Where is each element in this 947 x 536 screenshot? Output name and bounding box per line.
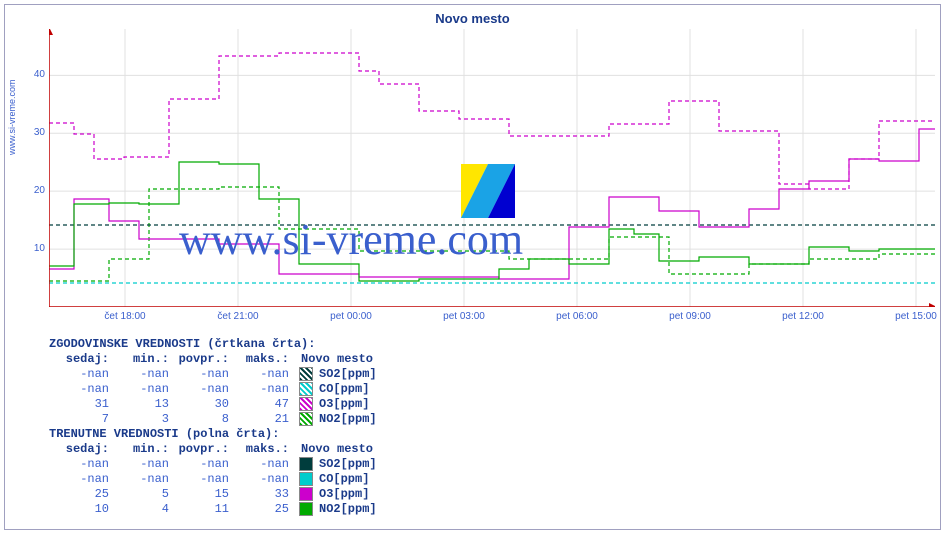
table-col-header: min.:: [109, 442, 169, 457]
table-row: 2551533 O3[ppm]: [49, 487, 377, 502]
y-tick: 10: [23, 243, 45, 254]
legend-swatch: [299, 397, 313, 411]
table-cell: -nan: [109, 472, 169, 487]
historic-header: ZGODOVINSKE VREDNOSTI (črtkana črta):: [49, 337, 377, 352]
table-cell: -nan: [229, 367, 289, 382]
x-tick: pet 15:00: [886, 311, 946, 322]
table-cell: 31: [49, 397, 109, 412]
station-name: Novo mesto: [301, 442, 373, 457]
x-tick: pet 12:00: [773, 311, 833, 322]
y-tick: 40: [23, 69, 45, 80]
table-cell: -nan: [229, 472, 289, 487]
site-label-vertical: www.si-vreme.com: [7, 79, 17, 155]
x-tick: pet 09:00: [660, 311, 720, 322]
table-cell: -nan: [109, 457, 169, 472]
table-row: 1041125 NO2[ppm]: [49, 502, 377, 517]
legend-swatch: [299, 472, 313, 486]
watermark-text: www.si-vreme.com: [179, 214, 523, 265]
statistics-tables: ZGODOVINSKE VREDNOSTI (črtkana črta): se…: [49, 337, 377, 517]
table-col-header: maks.:: [229, 442, 289, 457]
x-tick: pet 06:00: [547, 311, 607, 322]
table-cell: 8: [169, 412, 229, 427]
chart-frame: www.si-vreme.com Novo mesto www.si-vreme…: [4, 4, 941, 530]
table-col-header: min.:: [109, 352, 169, 367]
legend-swatch: [299, 457, 313, 471]
table-cell: -nan: [49, 472, 109, 487]
legend-label: SO2[ppm]: [319, 367, 377, 382]
table-row: -nan-nan-nan-nanCO[ppm]: [49, 472, 377, 487]
table-cell: 11: [169, 502, 229, 517]
legend-swatch: [299, 487, 313, 501]
table-cell: 4: [109, 502, 169, 517]
table-col-header: sedaj:: [49, 442, 109, 457]
station-name: Novo mesto: [301, 352, 373, 367]
legend-label: SO2[ppm]: [319, 457, 377, 472]
legend-swatch: [299, 367, 313, 381]
table-cell: -nan: [49, 367, 109, 382]
table-cell: 33: [229, 487, 289, 502]
legend-label: CO[ppm]: [319, 382, 369, 397]
table-cell: 21: [229, 412, 289, 427]
current-header: TRENUTNE VREDNOSTI (polna črta):: [49, 427, 377, 442]
watermark-logo: [461, 164, 515, 218]
table-row: -nan-nan-nan-nanSO2[ppm]: [49, 367, 377, 382]
y-tick: 20: [23, 185, 45, 196]
table-cell: 25: [229, 502, 289, 517]
table-cell: -nan: [49, 382, 109, 397]
table-cell: -nan: [49, 457, 109, 472]
table-cell: -nan: [109, 382, 169, 397]
table-row: 31133047 O3[ppm]: [49, 397, 377, 412]
table-cell: 10: [49, 502, 109, 517]
table-row: -nan-nan-nan-nanCO[ppm]: [49, 382, 377, 397]
table-cell: 7: [49, 412, 109, 427]
table-cell: -nan: [169, 472, 229, 487]
table-cell: 3: [109, 412, 169, 427]
table-header-row: sedaj:min.:povpr.:maks.: Novo mesto: [49, 352, 377, 367]
legend-label: CO[ppm]: [319, 472, 369, 487]
table-cell: 25: [49, 487, 109, 502]
y-tick: 30: [23, 127, 45, 138]
table-col-header: povpr.:: [169, 442, 229, 457]
legend-label: NO2[ppm]: [319, 412, 377, 427]
table-cell: 13: [109, 397, 169, 412]
chart-title: Novo mesto: [5, 11, 940, 26]
legend-label: O3[ppm]: [319, 487, 369, 502]
table-col-header: povpr.:: [169, 352, 229, 367]
table-row: 73821 NO2[ppm]: [49, 412, 377, 427]
table-cell: 15: [169, 487, 229, 502]
table-col-header: maks.:: [229, 352, 289, 367]
table-cell: -nan: [109, 367, 169, 382]
x-tick: čet 18:00: [95, 311, 155, 322]
table-cell: -nan: [169, 367, 229, 382]
table-cell: -nan: [229, 382, 289, 397]
x-tick: pet 00:00: [321, 311, 381, 322]
table-cell: -nan: [169, 382, 229, 397]
table-cell: -nan: [169, 457, 229, 472]
legend-swatch: [299, 502, 313, 516]
table-cell: 30: [169, 397, 229, 412]
table-cell: 47: [229, 397, 289, 412]
legend-label: O3[ppm]: [319, 397, 369, 412]
table-header-row: sedaj:min.:povpr.:maks.: Novo mesto: [49, 442, 377, 457]
legend-swatch: [299, 412, 313, 426]
legend-label: NO2[ppm]: [319, 502, 377, 517]
x-tick: čet 21:00: [208, 311, 268, 322]
x-tick: pet 03:00: [434, 311, 494, 322]
table-col-header: sedaj:: [49, 352, 109, 367]
table-cell: -nan: [229, 457, 289, 472]
table-cell: 5: [109, 487, 169, 502]
table-row: -nan-nan-nan-nanSO2[ppm]: [49, 457, 377, 472]
legend-swatch: [299, 382, 313, 396]
